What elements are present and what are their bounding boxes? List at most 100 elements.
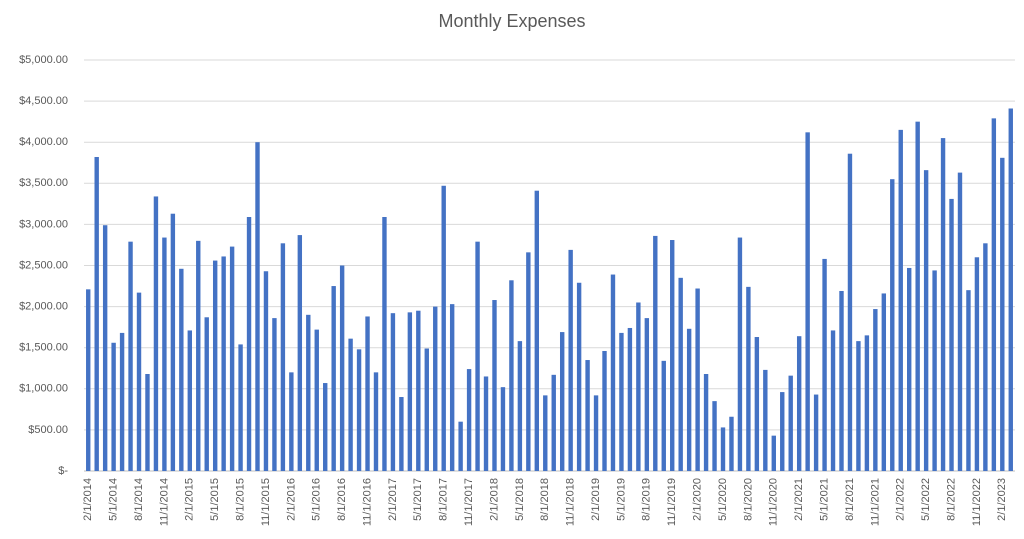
bar [610,274,616,471]
x-tick-label: 2/1/2022 [895,478,907,521]
bar [780,392,785,471]
bar [94,156,99,471]
bar [864,335,870,471]
bar [229,246,235,471]
bar [627,327,633,471]
y-tick-label: $5,000.00 [19,54,68,66]
bar [136,292,142,471]
bar [492,300,497,471]
bar [145,374,150,471]
bar [661,360,666,471]
bar [576,282,582,471]
y-tick-label: $4,000.00 [19,136,68,148]
bar [212,260,218,471]
bar [923,170,929,471]
bar [763,369,768,471]
x-tick-label: 8/1/2016 [336,478,348,521]
bar [86,289,91,471]
bar [458,421,463,471]
bar [246,217,252,471]
bar [356,349,362,471]
bar [788,375,793,471]
x-tick-label: 8/1/2017 [438,478,450,521]
bar [653,235,658,471]
x-tick-label: 5/1/2020 [717,478,729,521]
bar [585,360,590,471]
y-tick-label: $1,000.00 [19,383,68,395]
bar [204,317,209,471]
bar [830,330,836,471]
bar [289,372,294,471]
x-tick-label: 8/1/2020 [742,478,754,521]
bar [932,270,937,471]
bar [796,336,802,471]
x-tick-label: 5/1/2019 [615,478,627,521]
x-tick-label: 11/1/2018 [565,478,577,526]
bar [593,395,599,471]
bar [720,427,726,471]
bar [128,241,133,471]
bar [907,267,912,471]
bar [551,374,556,471]
bar [238,344,243,471]
bar [424,348,429,471]
bar [543,395,548,471]
bar [153,196,159,471]
bar [306,314,311,471]
bar [382,217,387,471]
bar [695,288,700,471]
bar [822,258,827,471]
bar [441,185,446,472]
bar [619,332,624,471]
x-tick-label: 8/1/2019 [641,478,653,521]
bar [102,225,108,471]
bar [399,397,404,471]
bar [771,435,776,471]
bar [754,337,760,471]
bar [449,304,455,471]
bar [686,328,692,471]
bar [433,306,438,471]
bar [483,376,489,471]
x-tick-label: 5/1/2018 [514,478,526,521]
bar [898,129,903,471]
bar [331,286,336,471]
x-tick-label: 11/1/2020 [768,478,780,526]
bar [263,271,269,471]
y-tick-label: $3,500.00 [19,177,68,189]
x-tick-label: 2/1/2014 [82,478,94,521]
bar [636,302,641,471]
x-tick-label: 11/1/2015 [260,478,272,526]
bar [509,280,514,471]
bar [966,290,971,471]
bar [348,338,353,471]
y-tick-label: $3,000.00 [19,218,68,230]
bar [746,286,751,471]
bar [475,241,480,471]
x-tick-label: 2/1/2015 [184,478,196,521]
bar [729,416,734,471]
x-tick-label: 2/1/2017 [387,478,399,521]
bar [890,179,895,471]
bar [856,341,861,471]
bar [221,256,226,471]
bar [712,401,717,471]
bar [813,394,819,471]
x-tick-label: 11/1/2017 [463,478,475,526]
bar [196,240,201,471]
y-tick-label: $2,000.00 [19,301,68,313]
x-tick-label: 11/1/2014 [158,478,170,526]
x-tick-label: 2/1/2021 [793,478,805,521]
bar [526,252,531,471]
x-tick-label: 8/1/2018 [539,478,551,521]
bar [940,138,946,471]
bar [839,290,844,471]
bar [737,237,743,471]
bar [805,132,810,471]
y-tick-label: $1,500.00 [19,342,68,354]
bar [703,374,709,471]
bar [373,372,379,471]
x-tick-label: 5/1/2022 [920,478,932,521]
x-tick-label: 8/1/2015 [234,478,246,521]
